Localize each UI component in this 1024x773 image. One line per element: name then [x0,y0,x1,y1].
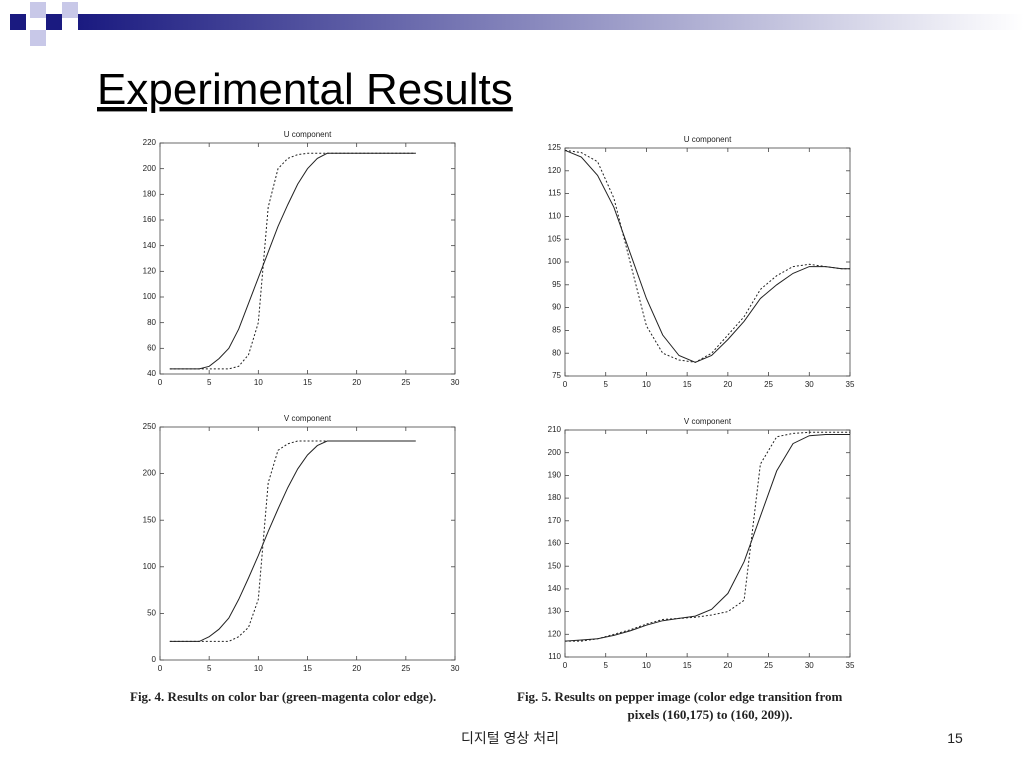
deco-square [62,2,78,18]
x-tick-label: 15 [683,661,692,670]
y-tick-label: 120 [548,629,562,638]
y-tick-label: 160 [143,215,157,224]
x-tick-label: 15 [683,380,692,389]
line-series [564,434,850,642]
x-tick-label: 20 [352,378,361,387]
y-tick-label: 140 [548,584,562,593]
y-tick-label: 90 [552,303,561,312]
x-tick-label: 5 [603,380,608,389]
x-tick-label: 30 [451,378,460,387]
y-tick-label: 80 [147,318,156,327]
y-tick-label: 120 [143,266,157,275]
header-bar [78,14,1024,30]
x-tick-label: 0 [563,661,568,670]
x-tick-label: 30 [805,661,814,670]
y-tick-label: 100 [143,562,157,571]
caption: pixels (160,175) to (160, 209)). [627,707,792,722]
y-tick-label: 220 [143,138,157,147]
y-tick-label: 105 [548,234,562,243]
y-tick-label: 150 [548,561,562,570]
y-tick-label: 40 [147,369,156,378]
x-tick-label: 10 [254,378,263,387]
plot-frame [564,429,851,658]
x-tick-label: 20 [723,380,732,389]
line-series [564,149,850,363]
x-tick-label: 25 [401,664,410,673]
x-tick-label: 30 [805,380,814,389]
x-tick-label: 10 [642,661,651,670]
y-tick-label: 150 [143,515,157,524]
deco-square [30,2,46,18]
y-tick-label: 60 [147,343,156,352]
x-tick-label: 35 [846,380,855,389]
line-series [565,431,850,642]
chart-title: U component [684,135,732,144]
line-series [169,440,416,642]
x-tick-label: 0 [158,378,163,387]
slide-title: Experimental Results [97,65,513,114]
x-tick-label: 0 [563,380,568,389]
y-tick-label: 95 [552,280,561,289]
y-tick-label: 200 [143,469,157,478]
x-tick-label: 20 [352,664,361,673]
y-tick-label: 250 [143,422,157,431]
chart-title: U component [284,130,332,139]
x-tick-label: 10 [254,664,263,673]
y-tick-label: 210 [548,425,562,434]
x-tick-label: 35 [846,661,855,670]
y-tick-label: 50 [147,609,156,618]
y-tick-label: 160 [548,539,562,548]
y-tick-label: 140 [143,241,157,250]
y-tick-label: 80 [552,348,561,357]
x-tick-label: 5 [603,661,608,670]
y-tick-label: 115 [548,189,561,198]
y-tick-label: 0 [152,655,157,664]
x-tick-label: 5 [207,664,212,673]
x-tick-label: 25 [764,380,773,389]
plot-frame [159,142,456,375]
x-tick-label: 25 [764,661,773,670]
plot-frame [564,147,851,377]
y-tick-label: 180 [143,189,157,198]
y-tick-label: 100 [143,292,157,301]
x-tick-label: 20 [723,661,732,670]
page-number: 15 [947,730,963,746]
x-tick-label: 30 [451,664,460,673]
plot-frame [159,426,456,661]
deco-square [46,14,62,30]
y-tick-label: 170 [548,516,562,525]
y-tick-label: 180 [548,493,562,502]
y-tick-label: 125 [548,143,562,152]
chart-title: V component [284,414,332,423]
y-tick-label: 110 [548,652,561,661]
line-series [564,149,850,363]
x-tick-label: 25 [401,378,410,387]
y-tick-label: 120 [548,166,562,175]
line-series [169,152,416,370]
y-tick-label: 200 [548,448,562,457]
line-series [169,440,416,642]
y-tick-label: 75 [552,371,561,380]
footer: 디지털 영상 처리 [461,730,559,746]
x-tick-label: 0 [158,664,163,673]
y-tick-label: 200 [143,164,157,173]
x-tick-label: 10 [642,380,651,389]
chart-title: V component [684,417,732,426]
caption: Fig. 4. Results on color bar (green-mage… [130,689,436,704]
deco-square [30,30,46,46]
y-tick-label: 190 [548,471,562,480]
y-tick-label: 85 [552,326,561,335]
y-tick-label: 100 [548,257,562,266]
x-tick-label: 5 [207,378,212,387]
x-tick-label: 15 [303,664,312,673]
x-tick-label: 15 [303,378,312,387]
y-tick-label: 110 [548,212,561,221]
line-series [169,152,416,370]
deco-square [10,14,26,30]
caption: Fig. 5. Results on pepper image (color e… [517,689,843,704]
y-tick-label: 130 [548,607,562,616]
